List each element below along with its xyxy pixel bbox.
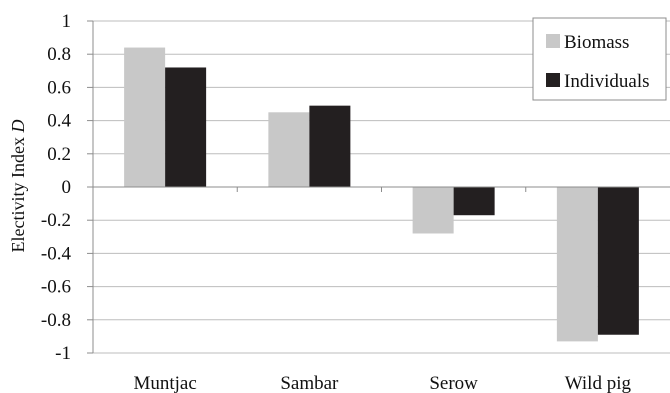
y-tick-label: 1 xyxy=(62,11,72,32)
y-tick-label: -0.4 xyxy=(41,243,72,264)
legend-swatch-biomass xyxy=(546,34,560,48)
y-tick-label: 0.8 xyxy=(47,44,71,65)
category-label: Sambar xyxy=(280,373,339,393)
bar-biomass-sambar xyxy=(268,112,310,187)
y-tick-label: -0.6 xyxy=(41,277,71,298)
category-label: Serow xyxy=(429,373,478,393)
y-tick-label: 0.4 xyxy=(47,111,71,132)
legend-swatch-individuals xyxy=(546,73,560,87)
category-label: Wild pig xyxy=(565,373,632,393)
legend-label-biomass: Biomass xyxy=(564,32,629,53)
bar-biomass-serow xyxy=(412,187,454,234)
y-tick-label: -0.2 xyxy=(41,210,71,231)
bar-individuals-serow xyxy=(453,187,495,216)
bar-biomass-wild-pig xyxy=(556,187,598,342)
bars-layer xyxy=(124,47,639,342)
y-tick-label: -0.8 xyxy=(41,310,71,331)
y-tick-label: 0.6 xyxy=(47,77,71,98)
category-label: Muntjac xyxy=(133,373,196,393)
legend-label-individuals: Individuals xyxy=(564,71,650,92)
legend: Biomass Individuals xyxy=(532,17,667,101)
bar-individuals-sambar xyxy=(309,105,351,187)
axis-layer xyxy=(87,20,670,354)
y-tick-labels: 1 0.8 0.6 0.4 0.2 0 -0.2 -0.4 -0.6 -0.8 -1 xyxy=(41,11,72,364)
category-labels: Muntjac Sambar Serow Wild pig xyxy=(133,373,631,393)
y-tick-label: 0 xyxy=(62,177,72,198)
bar-individuals-muntjac xyxy=(165,67,207,187)
bar-individuals-wild-pig xyxy=(597,187,639,335)
bar-biomass-muntjac xyxy=(124,47,166,188)
y-tick-label: 0.2 xyxy=(47,144,71,165)
y-tick-label: -1 xyxy=(55,343,71,364)
y-axis-title: Electivity Index D xyxy=(8,120,28,253)
